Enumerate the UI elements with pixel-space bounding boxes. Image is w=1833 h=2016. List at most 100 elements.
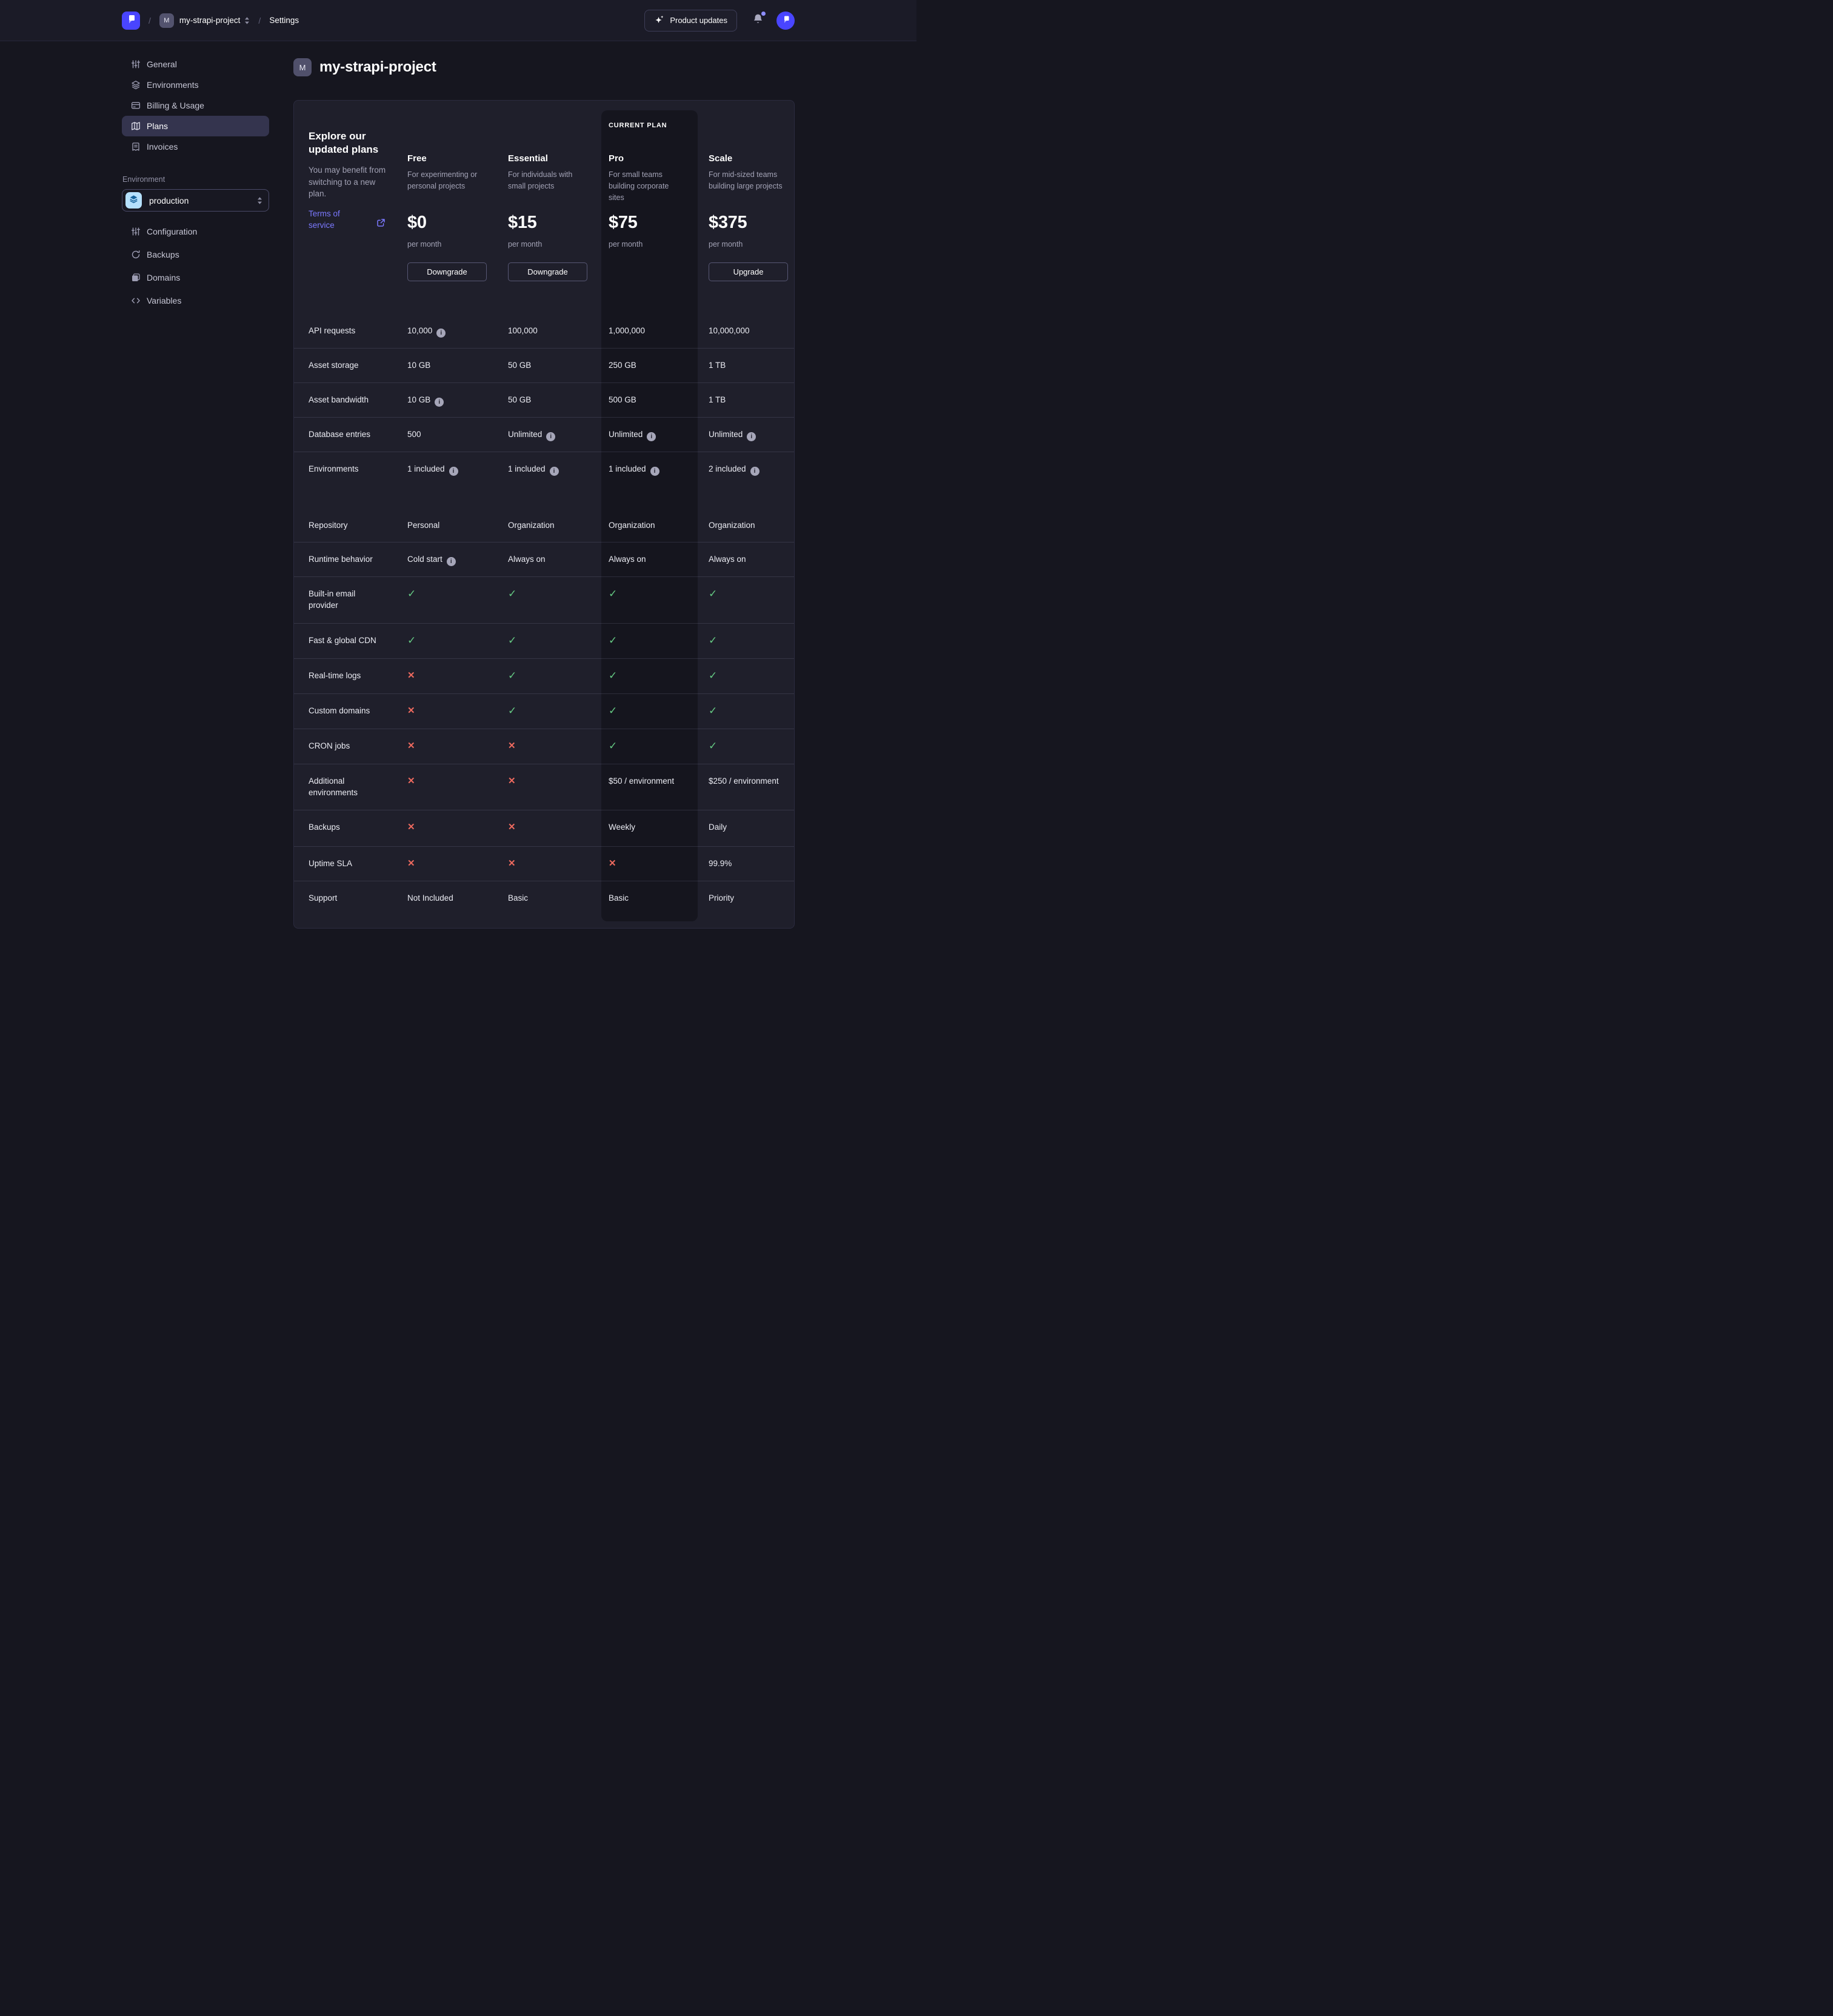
check-icon: ✓ [709,635,718,646]
feature-value: Organization [709,519,800,531]
feature-value: 250 GB [609,359,699,371]
plan-price: $75 [609,213,638,232]
cross-icon: ✕ [508,822,516,832]
info-icon[interactable]: i [435,398,444,407]
product-updates-button[interactable]: Product updates [644,9,737,32]
info-icon[interactable]: i [446,557,456,566]
user-avatar[interactable] [776,11,795,30]
feature-value: Basic [609,892,699,904]
feature-value: 500 [407,429,498,440]
info-icon[interactable]: i [546,432,556,441]
info-icon[interactable]: i [650,467,659,476]
layers-icon [131,80,141,90]
feature-value: Unlimited i [609,429,699,441]
sidebar-item-label: Backups [147,250,179,259]
feature-value: ✓ [609,705,699,717]
current-plan-badge: CURRENT PLAN [609,122,667,129]
project-name[interactable]: my-strapi-project [179,16,241,25]
feature-row-api-requests: API requests 10,000 i 100,000 1,000,000 10,00… [294,314,794,349]
refresh-icon [131,250,141,259]
plan-description: For experimenting or personal projects [407,170,478,190]
feature-value: ✕ [508,740,599,752]
environment-select[interactable]: production [122,189,269,212]
feature-value-text: Always on [609,555,646,564]
check-icon: ✓ [508,588,517,599]
feature-value: ✓ [709,635,800,647]
feature-value: ✓ [609,635,699,647]
breadcrumb-separator: / [258,15,261,25]
sidebar-item-environments[interactable]: Environments [122,75,269,95]
settings-breadcrumb[interactable]: Settings [269,16,299,25]
feature-row-uptime-sla: Uptime SLA ✕ ✕ ✕ 99.9% [294,847,794,881]
strapi-logo[interactable] [122,11,140,30]
plan-name: Pro [609,153,624,164]
info-icon[interactable]: i [647,432,656,441]
info-icon[interactable]: i [747,432,756,441]
downgrade-button[interactable]: Downgrade [508,262,587,281]
sidebar-item-backups[interactable]: Backups [122,243,269,266]
feature-value-text: 1 included [609,464,646,473]
page-title-badge: M [293,58,312,76]
feature-value-text: 1 included [508,464,546,473]
upgrade-button[interactable]: Upgrade [709,262,788,281]
sparkles-icon [654,15,664,27]
info-icon[interactable]: i [750,467,760,476]
feature-label: Uptime SLA [309,859,353,868]
cross-icon: ✕ [407,822,415,832]
feature-row-built-in-email-provider: Built-in email provider ✓ ✓ ✓ ✓ [294,577,794,624]
feature-value: 1 included i [508,463,599,476]
plan-period: per month [709,240,743,249]
feature-value-text: 1 TB [709,395,726,404]
plan-period: per month [609,240,643,249]
check-icon: ✓ [609,740,618,752]
feature-value: Organization [609,519,699,531]
feature-value-text: 99.9% [709,859,732,868]
feature-label: API requests [309,326,356,335]
feature-value: 10,000 i [407,325,498,338]
cross-icon: ✕ [508,776,516,786]
feature-value: ✓ [508,705,599,717]
breadcrumb-separator: / [149,15,151,25]
code-icon [131,296,141,305]
info-icon[interactable]: i [449,467,458,476]
feature-value: ✓ [508,588,599,600]
check-icon: ✓ [508,635,517,646]
sidebar-item-configuration[interactable]: Configuration [122,220,269,243]
sidebar-item-domains[interactable]: Domains [122,266,269,289]
plans-card: Explore our updated plans You may benefi… [293,100,795,929]
plan-name: Free [407,153,427,164]
feature-label: Real-time logs [309,671,361,680]
sidebar-item-billing-usage[interactable]: Billing & Usage [122,95,269,116]
feature-value: Personal [407,519,498,531]
plan-period: per month [508,240,543,249]
feature-value-text: 10,000 [407,326,433,335]
sidebar-item-general[interactable]: General [122,54,269,75]
main-content: M my-strapi-project Explore our updated … [293,54,795,929]
avatar-logo-icon [781,15,790,27]
feature-label: Asset bandwidth [309,395,369,404]
feature-value: 50 GB [508,394,599,406]
terms-of-service-link[interactable]: Terms of service [309,209,340,230]
feature-value-text: 1 included [407,464,445,473]
feature-label: Custom domains [309,706,370,715]
feature-value-text: Always on [508,555,546,564]
info-icon[interactable]: i [436,329,446,338]
sidebar-item-invoices[interactable]: Invoices [122,136,269,157]
sidebar-item-variables[interactable]: Variables [122,289,269,312]
notifications-button[interactable] [753,11,766,28]
feature-value: 1,000,000 [609,325,699,336]
chevron-updown-icon [257,196,262,205]
sidebar-item-plans[interactable]: Plans [122,116,269,136]
feature-value-text: 10 GB [407,395,431,404]
cross-icon: ✕ [407,706,415,716]
feature-value-text: Organization [709,521,755,530]
plans-heading: Explore our updated plans [309,130,379,155]
plan-price: $15 [508,213,537,232]
plan-description: For small teams building corporate sites [609,170,669,202]
plans-subheading: You may benefit from switching to a new … [309,165,386,198]
feature-row-real-time-logs: Real-time logs ✕ ✓ ✓ ✓ [294,659,794,694]
sidebar-project-nav: General Environments Billing & Usage Plans I… [122,54,269,157]
downgrade-button[interactable]: Downgrade [407,262,487,281]
info-icon[interactable]: i [549,467,559,476]
project-switcher-icon[interactable] [244,16,250,25]
